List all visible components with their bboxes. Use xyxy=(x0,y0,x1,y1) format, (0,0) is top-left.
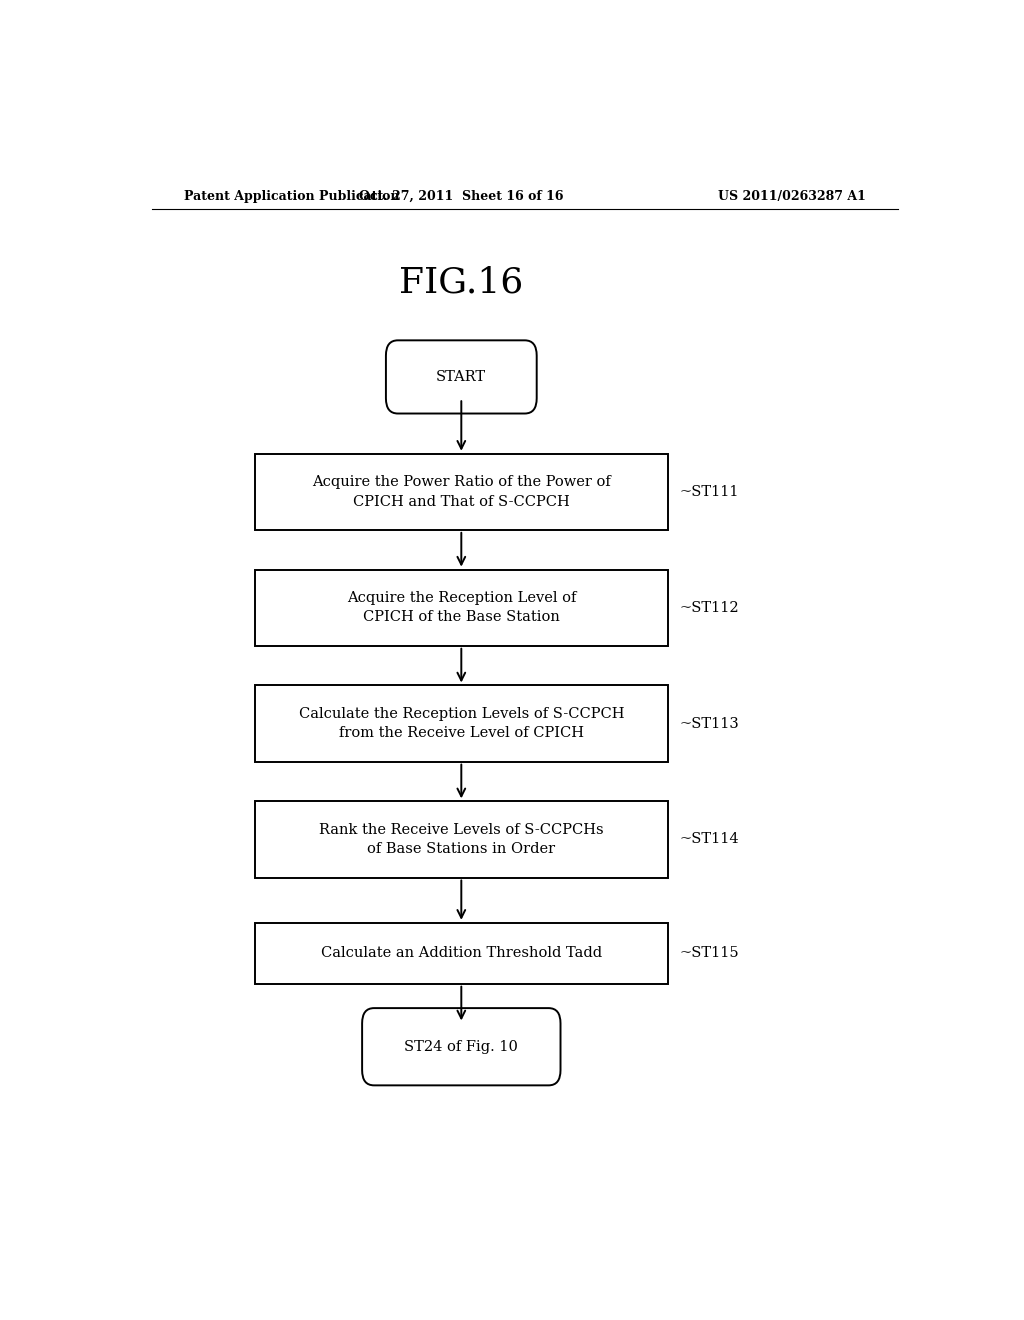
Text: Acquire the Power Ratio of the Power of
CPICH and That of S-CCPCH: Acquire the Power Ratio of the Power of … xyxy=(312,475,610,508)
Text: Calculate the Reception Levels of S-CCPCH
from the Receive Level of CPICH: Calculate the Reception Levels of S-CCPC… xyxy=(299,706,624,741)
Bar xyxy=(255,801,668,878)
Bar xyxy=(255,569,668,645)
FancyBboxPatch shape xyxy=(386,341,537,413)
Text: ST24 of Fig. 10: ST24 of Fig. 10 xyxy=(404,1040,518,1053)
Text: Oct. 27, 2011  Sheet 16 of 16: Oct. 27, 2011 Sheet 16 of 16 xyxy=(359,190,563,202)
Text: ~ST113: ~ST113 xyxy=(680,717,739,730)
Text: ~ST114: ~ST114 xyxy=(680,833,739,846)
FancyBboxPatch shape xyxy=(362,1008,560,1085)
Text: Calculate an Addition Threshold Tadd: Calculate an Addition Threshold Tadd xyxy=(321,946,602,960)
Text: Acquire the Reception Level of
CPICH of the Base Station: Acquire the Reception Level of CPICH of … xyxy=(347,591,575,624)
Text: ~ST112: ~ST112 xyxy=(680,601,739,615)
Text: Rank the Receive Levels of S-CCPCHs
of Base Stations in Order: Rank the Receive Levels of S-CCPCHs of B… xyxy=(319,822,603,857)
Text: START: START xyxy=(436,370,486,384)
Text: Patent Application Publication: Patent Application Publication xyxy=(183,190,399,202)
Text: ~ST115: ~ST115 xyxy=(680,946,739,960)
Bar xyxy=(255,923,668,983)
Text: ~ST111: ~ST111 xyxy=(680,484,739,499)
Text: US 2011/0263287 A1: US 2011/0263287 A1 xyxy=(718,190,866,202)
Text: FIG.16: FIG.16 xyxy=(399,265,523,300)
Bar xyxy=(255,685,668,762)
Bar xyxy=(255,454,668,529)
